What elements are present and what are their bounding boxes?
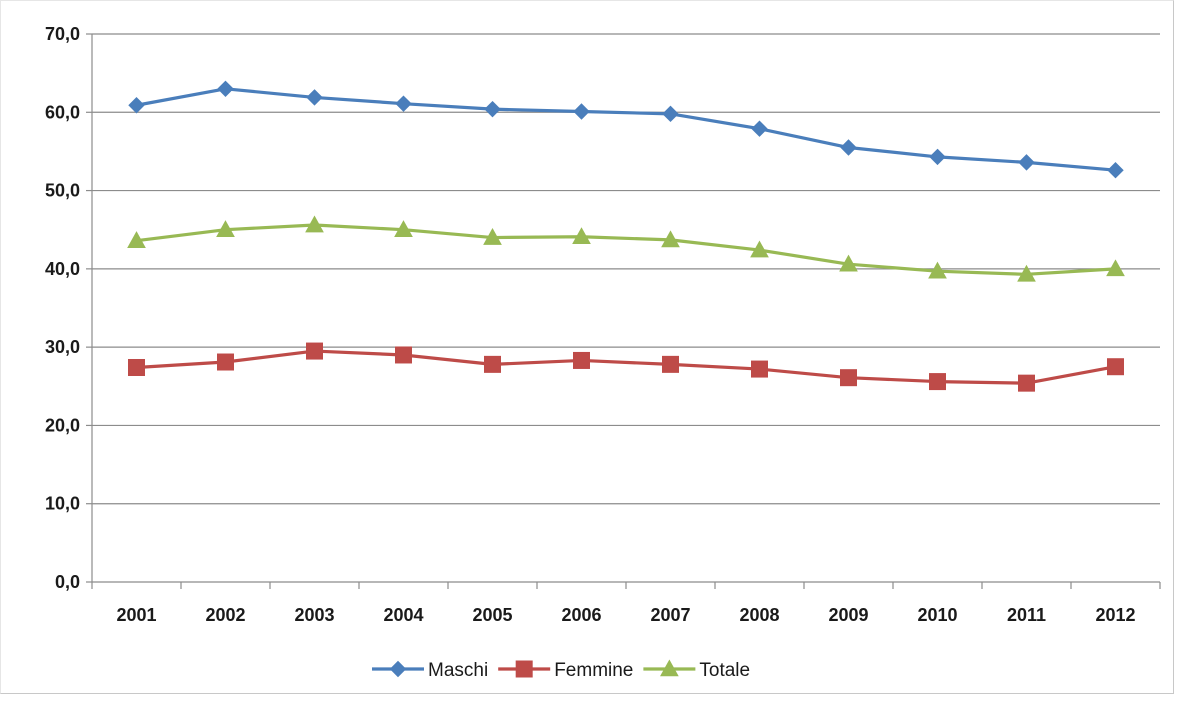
y-tick-label: 60,0 bbox=[45, 102, 80, 122]
data-point bbox=[1107, 358, 1124, 376]
data-point bbox=[1017, 264, 1036, 282]
data-point bbox=[217, 80, 234, 98]
data-point bbox=[839, 254, 858, 272]
x-tick-label: 2004 bbox=[383, 605, 423, 625]
data-point bbox=[305, 215, 324, 233]
data-point bbox=[661, 230, 680, 248]
axes bbox=[86, 33, 1161, 589]
series-femmine bbox=[128, 342, 1124, 392]
x-tick-label: 2007 bbox=[650, 605, 690, 625]
data-point bbox=[573, 351, 590, 369]
y-tick-label: 30,0 bbox=[45, 337, 80, 357]
data-point bbox=[306, 89, 323, 106]
data-point bbox=[217, 353, 234, 371]
series-line bbox=[136, 223, 1116, 276]
data-point bbox=[128, 97, 145, 114]
x-tick-label: 2002 bbox=[205, 605, 245, 625]
data-point bbox=[216, 220, 235, 238]
legend-item-totale: Totale bbox=[643, 659, 750, 681]
data-point bbox=[750, 240, 769, 258]
data-point bbox=[572, 227, 591, 245]
data-point bbox=[483, 228, 502, 245]
legend: Maschi Femmine Totale bbox=[372, 659, 750, 681]
series-totale bbox=[127, 215, 1125, 282]
data-point bbox=[1107, 162, 1124, 179]
x-tick-label: 2003 bbox=[294, 605, 334, 625]
series-line bbox=[136, 349, 1116, 385]
data-point bbox=[127, 231, 146, 248]
legend-label: Maschi bbox=[428, 660, 488, 681]
legend-item-femmine: Femmine bbox=[498, 660, 633, 681]
y-tick-label: 50,0 bbox=[45, 181, 80, 201]
data-point bbox=[1018, 374, 1035, 392]
data-point bbox=[662, 355, 679, 373]
y-tick-label: 0,0 bbox=[55, 572, 80, 592]
x-tick-label: 2006 bbox=[561, 605, 601, 625]
data-point bbox=[484, 355, 501, 373]
y-tick-label: 70,0 bbox=[45, 24, 80, 44]
x-tick-labels: 2001 2002 2003 2004 2005 2006 2007 2008 2009 2010… bbox=[116, 605, 1135, 625]
data-point bbox=[662, 105, 679, 123]
x-tick-label: 2011 bbox=[1007, 605, 1046, 625]
y-tick-label: 20,0 bbox=[45, 415, 80, 435]
gridlines bbox=[92, 33, 1160, 505]
data-point bbox=[1018, 154, 1035, 171]
y-tick-label: 10,0 bbox=[45, 494, 80, 514]
legend-label: Totale bbox=[699, 660, 750, 681]
data-point bbox=[395, 346, 412, 364]
data-point bbox=[306, 342, 323, 360]
legend-item-maschi: Maschi bbox=[372, 660, 488, 681]
data-point bbox=[1106, 259, 1125, 277]
legend-label: Femmine bbox=[554, 660, 633, 681]
data-point bbox=[929, 148, 946, 166]
x-tick-label: 2009 bbox=[828, 605, 868, 625]
x-tick-label: 2001 bbox=[116, 605, 156, 625]
data-point bbox=[484, 100, 501, 118]
data-point bbox=[751, 360, 768, 378]
data-point bbox=[840, 369, 857, 387]
legend-marker bbox=[515, 660, 533, 678]
x-tick-label: 2010 bbox=[917, 605, 957, 625]
x-tick-label: 2008 bbox=[739, 605, 779, 625]
data-point bbox=[128, 358, 145, 376]
legend-marker bbox=[660, 659, 679, 677]
data-point bbox=[573, 103, 590, 120]
data-point bbox=[928, 261, 947, 279]
data-point bbox=[929, 373, 946, 391]
data-point bbox=[751, 120, 768, 137]
series-maschi bbox=[128, 80, 1124, 179]
data-point bbox=[394, 220, 413, 238]
series-group bbox=[127, 80, 1125, 392]
data-point bbox=[840, 139, 857, 156]
y-tick-labels: 0,0 10,0 20,0 30,0 40,0 50,0 60,0 70,0 bbox=[45, 24, 80, 592]
x-tick-label: 2005 bbox=[472, 605, 512, 625]
y-tick-label: 40,0 bbox=[45, 259, 80, 279]
x-tick-label: 2012 bbox=[1095, 605, 1135, 625]
data-point bbox=[395, 95, 412, 112]
legend-marker bbox=[389, 660, 407, 678]
series-line bbox=[136, 87, 1116, 172]
